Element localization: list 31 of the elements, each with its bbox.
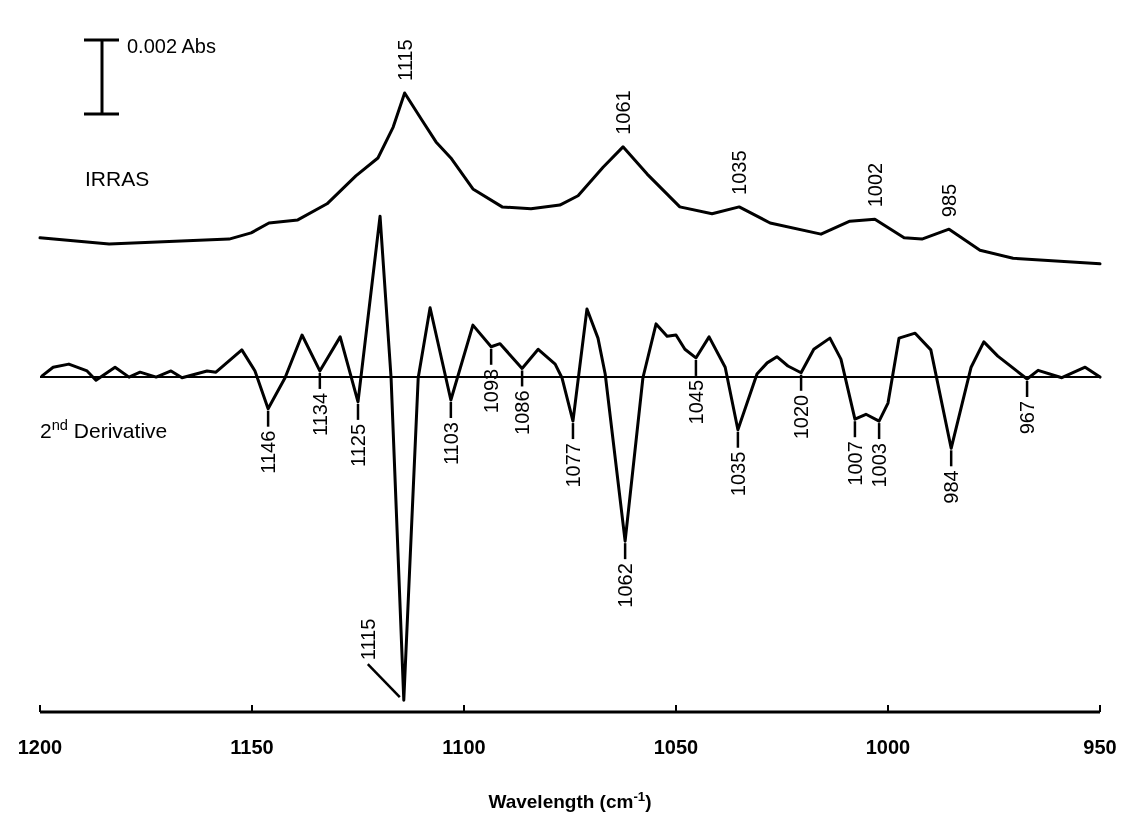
annotation: 1035 [728,150,751,195]
annotation: 967 [1016,400,1039,435]
text: IRRAS [85,166,150,190]
annotation: 985 [938,183,961,218]
x-axis-title: Wavelength (cm$^{-1}$) [488,788,652,812]
series-label: 2$^{nd}$ Derivative [40,416,168,442]
x-tick-label: 1200 [17,736,63,758]
x-tick-label: 1000 [865,736,911,758]
annotation: 1086 [511,390,534,435]
annotation: 1093 [480,368,503,414]
annotation: 1134 [308,392,331,436]
annotation: 1125 [347,423,369,467]
annotation: 984 [940,470,963,504]
x-tick-label: 950 [1083,736,1117,758]
annotation: 1103 [439,422,462,466]
annotation: 1061 [612,90,634,135]
annotation: 1115 [356,618,379,661]
annotation: 1020 [790,394,813,440]
annotation: 1077 [561,443,584,488]
annotation: 1003 [868,443,891,488]
x-tick-label: 1100 [442,736,486,758]
x-tick-label: 1050 [653,736,699,758]
annotation: 1146 [257,430,280,474]
annotation: 1035 [726,451,749,497]
annotation: 1062 [614,563,637,608]
annotation: 1007 [843,441,866,486]
annotation: 1115 [393,39,416,81]
text: 0.002 Abs [127,35,216,57]
annotation: 1045 [684,379,707,425]
x-tick-label: 1150 [230,736,274,758]
annotation: 1002 [863,162,886,208]
